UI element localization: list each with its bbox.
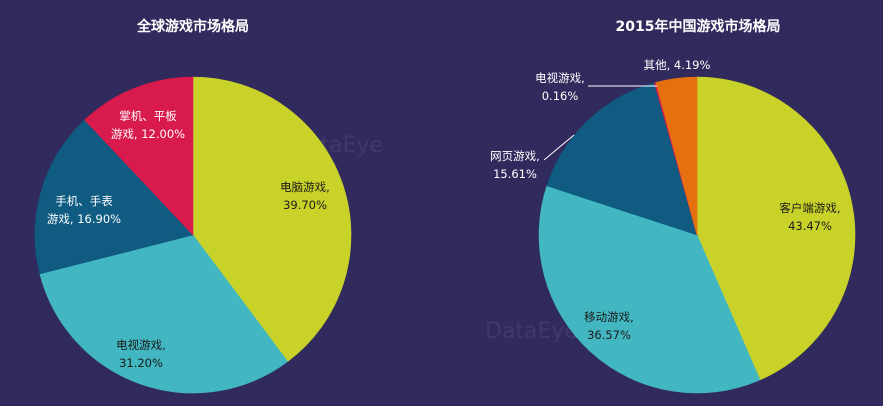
slice-label: 客户端游戏, 43.47% <box>779 201 840 233</box>
pie-slice <box>84 76 194 236</box>
slice-label: 掌机、平板游戏, 12.00% <box>111 109 185 141</box>
pie-slice <box>546 82 698 236</box>
pie-slice <box>538 185 761 394</box>
pie-slice <box>696 76 856 381</box>
slice-label: 网页游戏, 15.61% <box>490 149 540 181</box>
slice-label: 电脑游戏, 39.70% <box>280 180 330 212</box>
pie-slice <box>34 119 194 275</box>
slice-label: 电视游戏, 0.16% <box>535 71 585 103</box>
pie-slice <box>39 234 289 394</box>
chart-title-china: 2015年中国游戏市场格局 <box>616 18 781 35</box>
pie-chart-china <box>538 76 856 394</box>
watermark-4: DataEye <box>485 319 578 344</box>
slice-label: 电视游戏, 31.20% <box>116 338 166 370</box>
slice-label: 其他, 4.19% <box>644 58 711 72</box>
slice-label: 手机、手表游戏, 16.90% <box>47 194 121 226</box>
pie-slice <box>655 76 698 236</box>
label-leader-line <box>543 134 575 161</box>
pie-slice <box>192 76 352 362</box>
slice-label: 移动游戏, 36.57% <box>584 310 634 342</box>
pie-labels: 电脑游戏, 39.70% 电视游戏, 31.20% 手机、手表游戏, 16.90% 掌机、… <box>47 58 841 370</box>
chart-title-global: 全球游戏市场格局 <box>136 18 249 35</box>
pie-chart-global <box>34 76 352 394</box>
